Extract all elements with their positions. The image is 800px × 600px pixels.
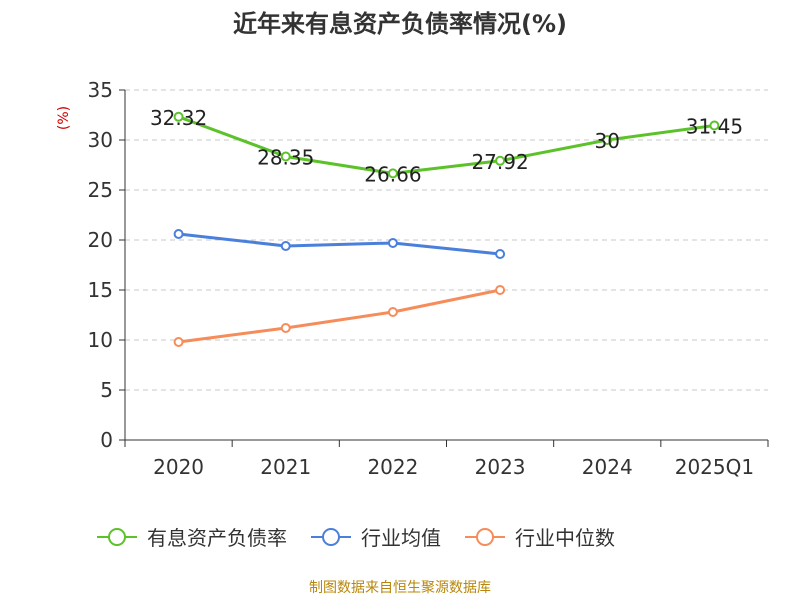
- data-label: 30: [595, 129, 620, 153]
- chart-title: 近年来有息资产负债率情况(%): [233, 10, 567, 38]
- legend-label-industry-mean: 行业均值: [361, 526, 441, 550]
- legend-marker-industry-median: [465, 527, 505, 546]
- y-tick-label: 35: [88, 78, 113, 102]
- data-point: [387, 307, 398, 317]
- x-tick-label: 2020: [153, 455, 204, 479]
- data-point: [387, 168, 398, 179]
- data-source-note: 制图数据来自恒生聚源数据库: [309, 580, 491, 596]
- y-tick-label: 25: [88, 178, 113, 202]
- data-point: [280, 241, 291, 251]
- data-label: 32.32: [150, 106, 207, 130]
- legend-label-debt-ratio: 有息资产负债率: [147, 526, 287, 550]
- series-line-1: [178, 232, 501, 256]
- data-label: 27.92: [471, 150, 528, 174]
- legend: 有息资产负债率 行业均值 行业中位数: [95, 522, 637, 551]
- x-tick-label: 2025Q1: [675, 455, 754, 479]
- data-point: [173, 229, 184, 239]
- y-tick-label: 10: [88, 328, 113, 352]
- x-tick-label: 2023: [475, 455, 526, 479]
- y-tick-label: 15: [88, 278, 113, 302]
- data-label: 26.66: [364, 162, 421, 186]
- data-point: [280, 151, 291, 162]
- data-point: [173, 111, 184, 122]
- data-point: [173, 337, 184, 347]
- y-tick-label: 5: [100, 378, 113, 402]
- legend-marker-industry-mean: [311, 527, 351, 546]
- y-tick-label: 30: [88, 128, 113, 152]
- data-label: 28.35: [257, 146, 314, 170]
- y-tick-label: 20: [88, 228, 113, 252]
- y-tick-label: 0: [100, 428, 113, 452]
- data-point: [280, 323, 291, 333]
- x-tick-label: 2021: [260, 455, 311, 479]
- data-point: [387, 238, 398, 248]
- x-tick-label: 2024: [582, 455, 633, 479]
- legend-label-industry-median: 行业中位数: [515, 526, 615, 550]
- series-line-0: [178, 115, 715, 175]
- data-point: [495, 155, 506, 166]
- legend-item-debt-ratio[interactable]: 有息资产负债率: [95, 522, 287, 551]
- data-label: 31.45: [686, 115, 743, 139]
- data-point: [495, 285, 506, 295]
- legend-item-industry-mean[interactable]: 行业均值: [309, 522, 441, 551]
- data-point: [709, 120, 720, 131]
- data-point: [495, 249, 506, 259]
- data-point: [602, 135, 613, 145]
- legend-marker-debt-ratio: [97, 527, 137, 546]
- series-line-2: [178, 288, 501, 344]
- legend-item-industry-median[interactable]: 行业中位数: [463, 522, 615, 551]
- x-tick-label: 2022: [367, 455, 418, 479]
